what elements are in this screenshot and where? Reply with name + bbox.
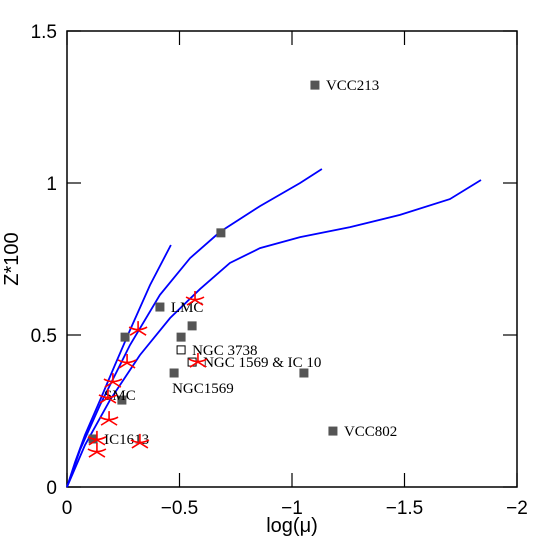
x-tick-label: −1.5: [386, 498, 424, 519]
point-label: VCC802: [344, 424, 397, 440]
plot-frame: [66, 30, 518, 488]
x-tick-label: −2: [506, 498, 528, 519]
point-label: IC1613: [104, 432, 149, 448]
point: [310, 80, 320, 90]
y-tick-label: 0.5: [31, 326, 57, 347]
y-axis-label: Z*100: [1, 232, 23, 285]
point: [117, 353, 137, 369]
x-tick-label: −0.5: [161, 498, 199, 519]
y-tick-label: 1: [46, 174, 57, 195]
y-tick-label: 1.5: [31, 22, 57, 43]
point: [187, 321, 197, 331]
point: [120, 332, 130, 342]
point: [103, 373, 123, 388]
point-label: NGC 1569 & IC 10: [203, 355, 321, 371]
point: [98, 388, 118, 404]
point-label: NGC 3738: [192, 343, 257, 359]
point: [176, 345, 186, 355]
x-tick-label: 0: [62, 498, 73, 519]
point-label: SMC: [104, 388, 136, 404]
point: [128, 321, 148, 336]
point: [169, 368, 179, 378]
point: [299, 368, 309, 378]
point: [130, 433, 150, 449]
x-tick-label: −1: [281, 498, 303, 519]
point: [155, 302, 165, 312]
point-label: NGC1569: [172, 381, 234, 397]
point: [185, 291, 205, 306]
point: [216, 228, 226, 238]
point: [87, 443, 107, 458]
point: [87, 430, 107, 446]
x-axis-label: log(μ): [266, 515, 318, 537]
point: [117, 395, 127, 405]
point: [328, 426, 338, 436]
model-curve: [66, 168, 323, 488]
point: [99, 411, 119, 426]
point-label: VCC213: [326, 78, 379, 94]
point: [176, 332, 186, 342]
point: [188, 353, 208, 368]
point-label: LMC: [171, 300, 204, 316]
y-tick-label: 0: [46, 478, 57, 499]
